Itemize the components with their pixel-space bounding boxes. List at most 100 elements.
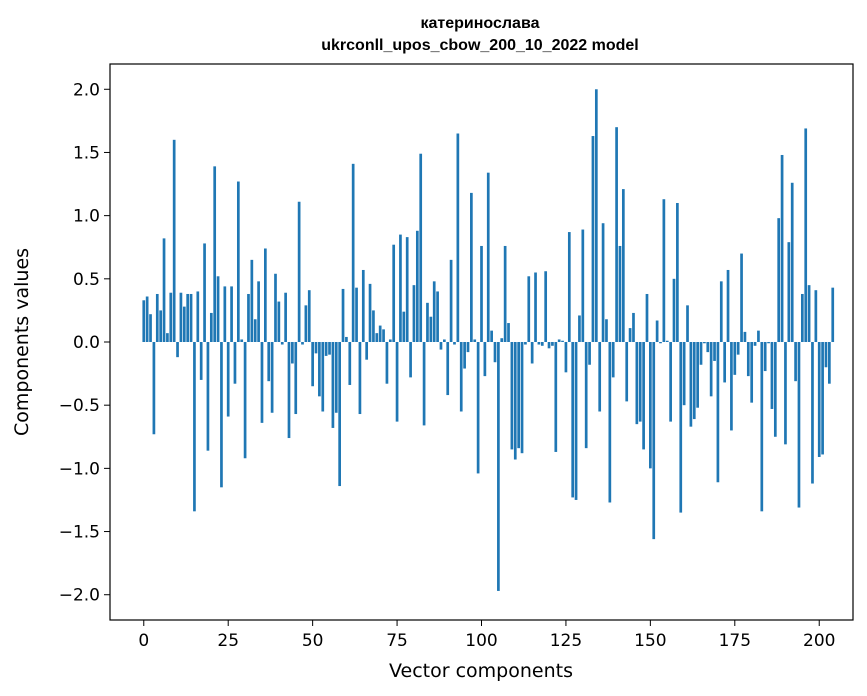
bar — [665, 340, 669, 342]
bar — [605, 319, 608, 342]
bar — [365, 342, 369, 360]
bar — [216, 276, 220, 342]
bar — [642, 342, 645, 450]
bar — [348, 342, 352, 385]
bar — [338, 342, 341, 487]
bar — [551, 342, 554, 346]
y-tick-label: −0.5 — [59, 396, 100, 416]
bar — [304, 305, 308, 342]
bar — [692, 342, 696, 420]
bar — [193, 342, 196, 512]
y-tick-label: −2.0 — [59, 586, 100, 606]
bar — [321, 342, 325, 412]
bar — [331, 342, 335, 428]
bar — [655, 320, 659, 342]
bar — [767, 342, 770, 344]
bar — [537, 342, 541, 345]
bar — [571, 342, 575, 498]
bar — [209, 312, 213, 342]
bar — [770, 342, 774, 409]
x-tick-label: 175 — [719, 631, 751, 651]
bar — [459, 342, 463, 412]
bar — [598, 342, 602, 412]
bar — [375, 333, 379, 342]
bar — [750, 342, 754, 403]
bar — [601, 223, 605, 342]
bar — [594, 89, 598, 343]
x-tick-label: 200 — [803, 631, 835, 651]
bar — [628, 328, 632, 342]
y-axis-ticks: 2.0 1.5 1.0 0.5 0.0 −0.5 −1.0 −1.5 −2.0 — [59, 80, 110, 606]
bar — [557, 339, 561, 342]
bar — [368, 283, 372, 342]
bar — [817, 342, 821, 457]
bar — [176, 342, 179, 358]
y-tick-label: 2.0 — [73, 80, 100, 100]
bar — [162, 238, 166, 342]
bar — [446, 342, 450, 396]
bar — [831, 287, 835, 342]
bar — [584, 342, 588, 449]
y-tick-label: 0.0 — [73, 333, 100, 353]
bar — [169, 292, 173, 342]
bar — [372, 310, 375, 342]
bar — [179, 292, 183, 342]
bar — [696, 342, 699, 408]
bar — [500, 338, 504, 342]
bar — [264, 248, 267, 342]
bar — [520, 342, 524, 454]
bar — [182, 306, 186, 342]
bar — [439, 342, 443, 350]
bar — [318, 342, 321, 397]
bar — [726, 269, 730, 342]
x-tick-label: 25 — [217, 631, 239, 651]
bar — [618, 245, 622, 342]
bar — [730, 342, 733, 431]
bar — [145, 296, 149, 342]
bar — [824, 342, 828, 368]
bar — [280, 342, 284, 345]
bar — [544, 271, 548, 342]
bar — [149, 314, 152, 342]
bar — [669, 342, 672, 422]
bar — [773, 342, 777, 437]
bar — [186, 293, 190, 342]
bar — [804, 128, 808, 342]
bar — [453, 342, 456, 345]
bar — [284, 292, 287, 342]
bar — [760, 342, 764, 512]
y-tick-label: 0.5 — [73, 270, 100, 290]
bar — [470, 192, 473, 342]
chart-title-model: ukrconll_upos_cbow_200_10_2022 model — [321, 37, 638, 54]
bar — [159, 310, 163, 342]
bar — [399, 234, 402, 342]
bar — [405, 237, 409, 342]
bar — [567, 232, 571, 342]
bar — [784, 342, 787, 445]
chart-title-word: катеринослава — [421, 15, 540, 32]
bar — [625, 342, 629, 402]
bar — [743, 331, 747, 342]
y-axis-label: Components values — [11, 248, 33, 436]
bar — [534, 272, 537, 342]
x-tick-label: 150 — [634, 631, 666, 651]
bar — [226, 342, 230, 417]
bar — [828, 342, 831, 384]
bar — [611, 342, 615, 378]
y-tick-label: 1.0 — [73, 207, 100, 227]
bar — [638, 342, 642, 422]
bar — [220, 342, 223, 488]
bar — [682, 342, 686, 406]
x-axis-ticks: 0 25 50 75 100 125 150 175 200 — [138, 620, 835, 651]
bar — [797, 342, 801, 508]
bar — [480, 245, 483, 342]
bar — [422, 342, 426, 426]
bar — [206, 342, 210, 451]
bar — [155, 293, 159, 342]
bar — [821, 342, 824, 455]
bar — [473, 339, 477, 342]
bar — [324, 342, 328, 356]
bar — [301, 342, 304, 345]
bar — [351, 163, 355, 342]
